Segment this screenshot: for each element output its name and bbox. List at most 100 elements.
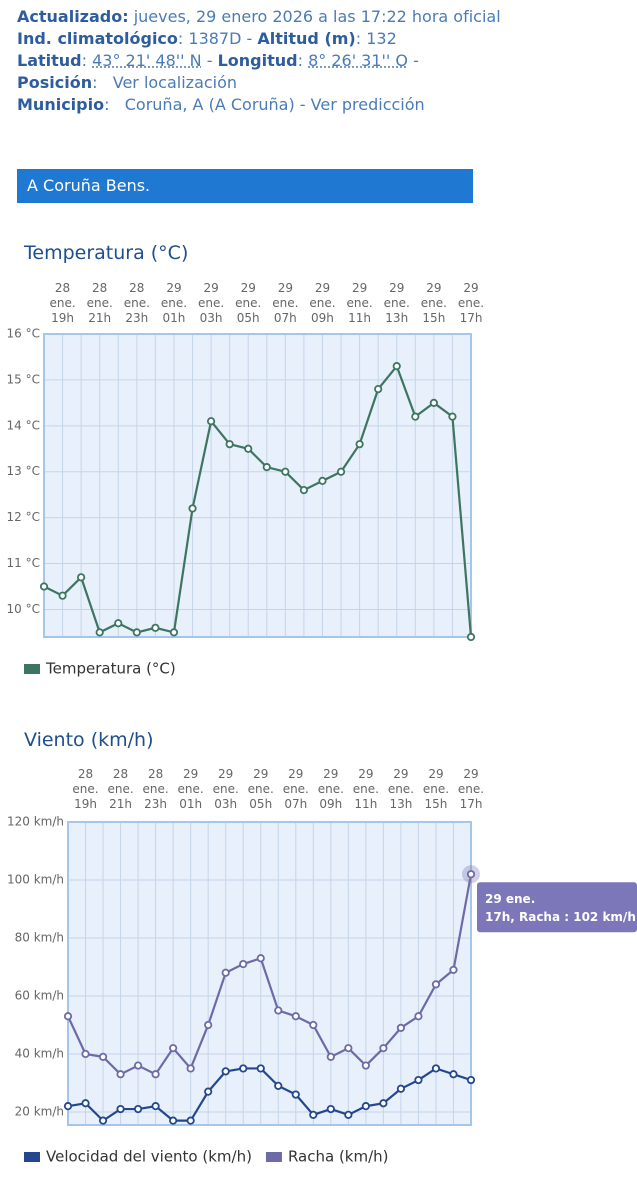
y-tick-label: 100 km/h <box>7 872 64 886</box>
point <box>466 1075 476 1085</box>
x-tick-label: 29 ene. 11h <box>352 767 379 811</box>
info-label: Longitud <box>217 51 298 70</box>
point <box>396 1084 406 1093</box>
point <box>39 582 49 591</box>
tooltip-box <box>477 882 637 933</box>
point <box>133 1061 143 1070</box>
point <box>449 965 458 974</box>
point <box>186 1064 195 1073</box>
point <box>374 384 383 394</box>
x-tick-label: 29 ene. 01h <box>177 767 204 811</box>
x-tick-label: 29 ene. 03h <box>212 767 239 811</box>
x-tick-label: 29 ene. 07h <box>272 281 299 325</box>
plot-border <box>43 333 472 638</box>
x-tick-label: 29 ene. 17h <box>457 281 485 325</box>
y-tick-label: 12 °C <box>7 510 40 524</box>
point <box>429 398 438 407</box>
point <box>204 1020 213 1030</box>
x-tick-label: 29 ene. 07h <box>282 767 309 811</box>
point <box>151 1070 160 1079</box>
point <box>355 440 364 449</box>
y-tick-label: 14 °C <box>7 418 40 432</box>
x-tick-label: 29 ene. 03h <box>197 281 225 325</box>
point <box>151 623 160 632</box>
x-tick-label: 28 ene. 21h <box>107 767 134 811</box>
point <box>431 980 441 989</box>
plot-area <box>44 334 471 637</box>
point <box>309 1110 318 1119</box>
point <box>58 591 67 600</box>
point <box>344 1110 353 1119</box>
point <box>63 1012 73 1021</box>
chart-title: Temperatura (°C) <box>23 242 188 264</box>
info-value: - <box>408 51 419 70</box>
legend-swatch <box>24 664 40 674</box>
point <box>466 632 476 642</box>
info-label: Latitud <box>17 51 82 70</box>
plot-area <box>68 822 471 1125</box>
point <box>81 1099 90 1108</box>
x-tick-label: 29 ene. 01h <box>160 281 188 325</box>
info-value: : 132 <box>355 29 397 48</box>
info-label: Altitud (m) <box>257 29 356 48</box>
x-tick-label: 29 ene. 09h <box>309 281 336 325</box>
info-line: Posición: Ver localización <box>17 72 237 94</box>
point <box>169 1116 178 1125</box>
point <box>116 1070 125 1079</box>
point <box>281 467 290 476</box>
point <box>336 467 346 476</box>
x-tick-label: 29 ene. 15h <box>420 281 447 325</box>
info-value: - <box>294 95 311 114</box>
info-value: : <box>81 51 93 70</box>
point <box>133 1104 143 1114</box>
point <box>98 1116 108 1125</box>
point <box>291 1012 300 1021</box>
x-tick-label: 29 ene. 05h <box>235 281 262 325</box>
point <box>151 1102 160 1111</box>
point <box>132 628 141 637</box>
point <box>344 1044 353 1053</box>
info-line: Latitud: 43° 21' 48'' N - Longitud: 8° 2… <box>17 50 419 72</box>
info-link[interactable]: Ver localización <box>112 73 238 92</box>
point <box>239 1064 248 1073</box>
tooltip-text: 29 ene. <box>485 892 535 906</box>
info-link[interactable]: Ver predicción <box>310 95 425 114</box>
x-tick-label: 29 ene. 17h <box>457 767 485 811</box>
y-tick-label: 120 km/h <box>7 815 64 829</box>
point <box>256 954 265 963</box>
point <box>262 463 271 472</box>
y-tick-label: 11 °C <box>7 556 40 570</box>
x-tick-label: 29 ene. 13h <box>387 767 414 811</box>
x-tick-label: 29 ene. 13h <box>383 281 410 325</box>
point <box>221 968 230 977</box>
point <box>431 1064 441 1073</box>
point <box>206 417 216 426</box>
info-value: - <box>201 51 218 70</box>
info-label: Posición <box>17 73 93 92</box>
point <box>326 1052 335 1061</box>
info-value: Coruña, A (A Coruña) <box>124 95 295 114</box>
info-line: Municipio: Coruña, A (A Coruña) - Ver pr… <box>17 94 425 116</box>
point <box>239 959 248 969</box>
point <box>98 1052 108 1061</box>
x-tick-label: 29 ene. 15h <box>422 767 450 811</box>
point <box>448 412 457 421</box>
chart-title: Viento (km/h) <box>24 729 153 751</box>
point <box>204 1087 213 1096</box>
tooltip-text: 17h, Racha : 102 km/h <box>485 910 636 924</box>
legend-swatch <box>265 1152 282 1162</box>
x-tick-label: 28 ene. 23h <box>123 281 150 325</box>
point <box>116 1104 125 1114</box>
point <box>225 440 234 449</box>
point <box>221 1067 230 1076</box>
info-abbr: 8° 26' 31'' O <box>308 51 409 70</box>
point <box>77 573 86 582</box>
point <box>274 1006 283 1015</box>
y-tick-label: 20 km/h <box>15 1104 64 1118</box>
x-tick-label: 28 ene. 21h <box>86 281 113 325</box>
point <box>392 362 401 371</box>
point <box>361 1102 370 1111</box>
point <box>326 1104 335 1114</box>
x-tick-label: 28 ene. 23h <box>142 767 169 811</box>
point <box>449 1070 458 1079</box>
